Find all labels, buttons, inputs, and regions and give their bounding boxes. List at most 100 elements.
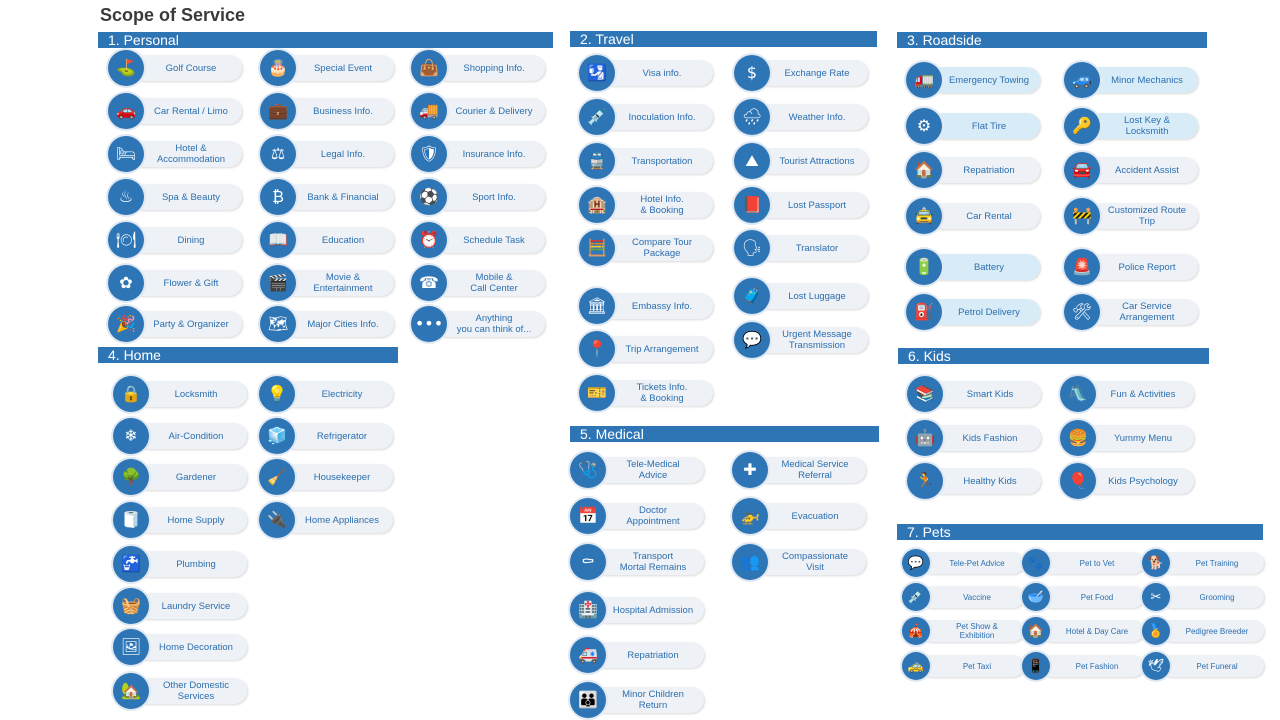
service-label: Home Supply bbox=[135, 507, 247, 533]
pet-tent-icon: 🎪 bbox=[902, 617, 930, 645]
service-label: Vaccine bbox=[920, 586, 1024, 608]
hospital-bed-icon: 🏥 bbox=[570, 592, 606, 628]
coffin-icon: ⚰ bbox=[570, 544, 606, 580]
service-label: Kids Fashion bbox=[929, 425, 1041, 451]
service-label: Repatriation bbox=[592, 642, 704, 668]
service-label: Petrol Delivery bbox=[928, 299, 1040, 325]
briefcase-icon: 💼 bbox=[260, 93, 296, 129]
pet-phone-icon: 📱 bbox=[1022, 652, 1050, 680]
decoration-icon: 🖼 bbox=[113, 629, 149, 665]
service-label: Tele-Pet Advice bbox=[920, 552, 1024, 574]
golf-icon: ⛳ bbox=[108, 50, 144, 86]
party-icon: 🎉 bbox=[108, 306, 144, 342]
scissors-icon: ✂ bbox=[1142, 583, 1170, 611]
service-label: Car Rental / Limo bbox=[130, 98, 242, 124]
fridge-icon: 🧊 bbox=[259, 418, 295, 454]
section-header-pets: 7. Pets bbox=[897, 524, 1263, 540]
section-header-kids: 6. Kids bbox=[898, 348, 1209, 364]
service-label: Tickets Info. & Booking bbox=[601, 380, 713, 406]
medical-cross-icon: ✚ bbox=[732, 452, 768, 488]
cake-icon: 🎂 bbox=[260, 50, 296, 86]
keys-icon: 🔑 bbox=[1064, 108, 1100, 144]
house-car-icon: 🏠 bbox=[906, 152, 942, 188]
call-center-icon: ☎ bbox=[411, 265, 447, 301]
service-label: Pet Show & Exhibition bbox=[920, 620, 1024, 642]
pet-memorial-icon: 🕊 bbox=[1142, 652, 1170, 680]
service-label: Transportation bbox=[601, 148, 713, 174]
service-label: Business Info. bbox=[282, 98, 394, 124]
tree-icon: 🌳 bbox=[113, 459, 149, 495]
service-label: Tele-Medical Advice bbox=[592, 457, 704, 483]
shopping-bag-icon: 👜 bbox=[411, 50, 447, 86]
bulb-icon: 💡 bbox=[259, 376, 295, 412]
sport-balls-icon: ⚽ bbox=[411, 179, 447, 215]
service-label: Plumbing bbox=[135, 551, 247, 577]
service-label: Fun & Activities bbox=[1082, 381, 1194, 407]
books-stack-icon: 📚 bbox=[907, 376, 943, 412]
embassy-icon: 🏛 bbox=[579, 288, 615, 324]
section-header-personal: 1. Personal bbox=[98, 32, 553, 48]
roadblock-icon: 🚧 bbox=[1064, 198, 1100, 234]
train-icon: 🚆 bbox=[579, 143, 615, 179]
bitcoin-icon: ₿ bbox=[260, 179, 296, 215]
tire-icon: ⚙ bbox=[906, 108, 942, 144]
service-label: Spa & Beauty bbox=[130, 184, 242, 210]
police-light-icon: 🚨 bbox=[1064, 249, 1100, 285]
luggage-icon: 🧳 bbox=[734, 278, 770, 314]
service-label: Inoculation Info. bbox=[601, 104, 713, 130]
service-label: Pedigree Breeder bbox=[1160, 620, 1264, 642]
service-label: Schedule Task bbox=[433, 227, 545, 253]
service-label: Accident Assist bbox=[1086, 157, 1198, 183]
padlock-icon: 🔒 bbox=[113, 376, 149, 412]
service-label: Minor Mechanics bbox=[1086, 67, 1198, 93]
service-label: Doctor Appointment bbox=[592, 503, 704, 529]
visit-people-icon: 👥 bbox=[732, 544, 768, 580]
section-header-medical: 5. Medical bbox=[570, 426, 879, 442]
service-label: Minor Children Return bbox=[592, 687, 704, 713]
paw-icon: 🐾 bbox=[1022, 549, 1050, 577]
service-label: Air-Condition bbox=[135, 423, 247, 449]
book-icon: 📖 bbox=[260, 222, 296, 258]
service-label: Refrigerator bbox=[281, 423, 393, 449]
dollar-icon: $ bbox=[734, 55, 770, 91]
service-label: Legal Info. bbox=[282, 141, 394, 167]
battery-icon: 🔋 bbox=[906, 249, 942, 285]
service-label: Trip Arrangement bbox=[601, 336, 713, 362]
service-label: Urgent Message Transmission bbox=[756, 327, 868, 353]
pet-house-icon: 🏠 bbox=[1022, 617, 1050, 645]
running-kid-icon: 🏃 bbox=[907, 463, 943, 499]
service-label: Car Rental bbox=[928, 203, 1040, 229]
tow-truck-icon: 🚛 bbox=[906, 62, 942, 98]
fuel-pump-icon: ⛽ bbox=[906, 294, 942, 330]
kid-balloon-icon: 🎈 bbox=[1060, 463, 1096, 499]
service-label: Gardener bbox=[135, 464, 247, 490]
stethoscope-icon: 🩺 bbox=[570, 452, 606, 488]
service-label: Evacuation bbox=[754, 503, 866, 529]
map-icon: 🗺 bbox=[260, 306, 296, 342]
taxi-icon: 🚕 bbox=[902, 652, 930, 680]
scales-icon: ⚖ bbox=[260, 136, 296, 172]
service-label: Translator bbox=[756, 235, 868, 261]
service-label: Pet to Vet bbox=[1040, 552, 1144, 574]
section-header-roadside: 3. Roadside bbox=[897, 32, 1207, 48]
ambulance-icon: 🚑 bbox=[570, 637, 606, 673]
car-icon: 🚗 bbox=[108, 93, 144, 129]
menu-board-icon: 🍔 bbox=[1060, 420, 1096, 456]
service-label: Embassy Info. bbox=[601, 293, 713, 319]
pet-chat-icon: 💬 bbox=[902, 549, 930, 577]
service-label: Pet Fashion bbox=[1040, 655, 1144, 677]
service-label: Pet Funeral bbox=[1160, 655, 1264, 677]
page-title: Scope of Service bbox=[100, 5, 246, 25]
faucet-icon: 🚰 bbox=[113, 546, 149, 582]
service-label: Education bbox=[282, 227, 394, 253]
car-repair-icon: 🚙 bbox=[1064, 62, 1100, 98]
broom-icon: 🧹 bbox=[259, 459, 295, 495]
service-label: Compassionate Visit bbox=[754, 549, 866, 575]
service-label: Pet Training bbox=[1160, 552, 1264, 574]
service-label: Police Report bbox=[1086, 254, 1198, 280]
service-label: Locksmith bbox=[135, 381, 247, 407]
service-label: Flower & Gift bbox=[130, 270, 242, 296]
service-label: Hotel Info. & Booking bbox=[601, 192, 713, 218]
service-label: Visa info. bbox=[601, 60, 713, 86]
service-label: Electricity bbox=[281, 381, 393, 407]
